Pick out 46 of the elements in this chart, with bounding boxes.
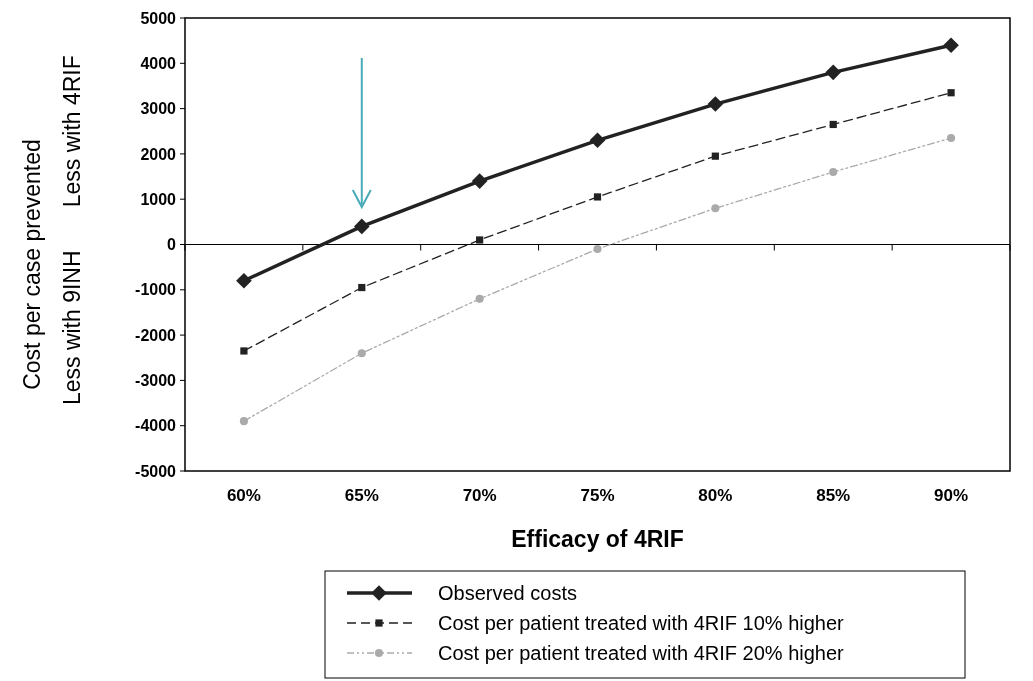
x-tick-label: 65% (344, 486, 379, 505)
x-tick-label: 60% (226, 486, 261, 505)
point (829, 167, 838, 177)
point (593, 193, 602, 201)
y-tick-label: -2000 (135, 326, 177, 344)
point (589, 132, 606, 149)
point (593, 244, 602, 254)
y-tick-label: -4000 (135, 417, 177, 435)
point (943, 37, 959, 53)
x-tick-label: 80% (698, 486, 733, 505)
y-tick-label: -3000 (135, 372, 177, 389)
point (353, 218, 370, 235)
x-tick-label: 85% (816, 486, 851, 505)
y-axis-title: Cost per case prevented (19, 139, 45, 390)
point (239, 417, 248, 426)
point (947, 89, 955, 97)
legend-label: Cost per patient treated with 4RIF 10% higher (438, 612, 845, 634)
point (358, 283, 366, 292)
x-tick-label: 70% (462, 486, 497, 505)
point (240, 347, 248, 355)
y-tick-label: -5000 (135, 462, 177, 480)
x-axis-title: Efficacy of 4RIF (511, 526, 684, 552)
legend-label: Cost per patient treated with 4RIF 20% higher (438, 642, 845, 664)
point (947, 133, 956, 143)
point (707, 96, 724, 112)
point (825, 64, 842, 81)
point (236, 272, 252, 289)
x-tick-label: 90% (934, 486, 969, 505)
legend-label: Observed costs (438, 582, 577, 604)
point (471, 173, 488, 189)
point (829, 120, 837, 129)
y-tick-label: 0 (167, 236, 177, 254)
y-tick-label: 5000 (140, 9, 177, 27)
x-tick-label: 75% (580, 486, 615, 505)
y-tick-label: 1000 (140, 190, 177, 208)
point (476, 236, 484, 244)
y-tick-label: 4000 (140, 54, 177, 72)
y-tick-label: -1000 (135, 281, 177, 299)
point (711, 204, 720, 213)
point (711, 152, 719, 160)
y-tick-label: 2000 (140, 145, 177, 163)
text: Less with 4RIF (59, 55, 85, 208)
text: Less with 9INH (59, 250, 85, 406)
point (357, 349, 366, 358)
point (475, 294, 484, 303)
y-tick-label: 3000 (140, 100, 177, 118)
